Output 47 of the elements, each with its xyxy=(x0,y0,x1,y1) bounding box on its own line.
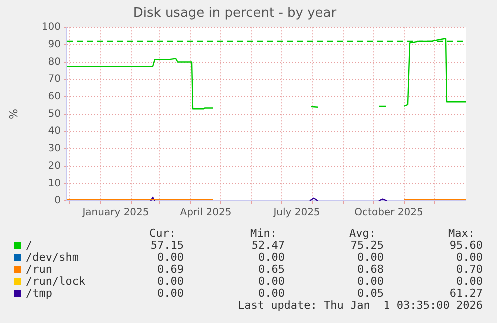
text: 0.00 xyxy=(456,275,483,288)
y-tick-label: 100 xyxy=(42,22,61,34)
text: 0.00 xyxy=(158,275,184,288)
x-tick-label: January 2025 xyxy=(82,208,150,219)
y-axis-title: % xyxy=(7,109,20,120)
x-tick-label: July 2025 xyxy=(272,208,320,219)
legend-label: /run/lock xyxy=(26,275,86,288)
text: 0.00 xyxy=(358,251,384,264)
text: Max: xyxy=(448,227,475,240)
text: Last update: Thu Jan 1 03:35:00 2026 xyxy=(238,299,483,312)
legend-label: / xyxy=(26,239,33,252)
y-tick-label: 20 xyxy=(48,160,61,172)
y-tick-label: 70 xyxy=(48,74,61,86)
text: 0.70 xyxy=(456,263,483,276)
y-tick-label: 30 xyxy=(48,144,61,155)
text: 0.05 xyxy=(358,287,384,300)
text: 0.00 xyxy=(258,251,285,264)
y-tick-label: 80 xyxy=(48,56,61,68)
legend-label: /run xyxy=(26,263,52,276)
text: Min: xyxy=(250,227,277,240)
text: 0.00 xyxy=(258,287,285,300)
y-tick-label: 0 xyxy=(54,196,61,207)
y-tick-label: 60 xyxy=(48,92,61,103)
text: 57.15 xyxy=(150,239,184,252)
text: 0.00 xyxy=(456,251,483,264)
x-tick-label: October 2025 xyxy=(354,208,424,219)
y-tick-label: 90 xyxy=(48,40,61,51)
text: 0.00 xyxy=(358,275,384,288)
text: 0.00 xyxy=(158,251,184,264)
text: 75.25 xyxy=(350,239,384,252)
x-tick-label: April 2025 xyxy=(180,208,232,219)
text: 0.00 xyxy=(158,287,184,300)
text: 95.60 xyxy=(450,239,483,252)
text: 0.68 xyxy=(358,263,384,276)
text: Avg: xyxy=(350,227,376,240)
y-tick-label: 50 xyxy=(48,108,61,120)
text: 0.65 xyxy=(258,263,285,276)
text: 0.00 xyxy=(258,275,285,288)
text: 0.69 xyxy=(158,263,184,276)
chart-title: Disk usage in percent - by year xyxy=(133,6,338,22)
legend-label: /dev/shm xyxy=(26,251,79,264)
text: 61.27 xyxy=(450,287,483,300)
text: Cur: xyxy=(150,227,176,240)
legend-label: /tmp xyxy=(26,287,52,300)
text: 52.47 xyxy=(252,239,285,252)
y-tick-label: 40 xyxy=(48,126,61,138)
y-tick-label: 10 xyxy=(48,178,61,190)
